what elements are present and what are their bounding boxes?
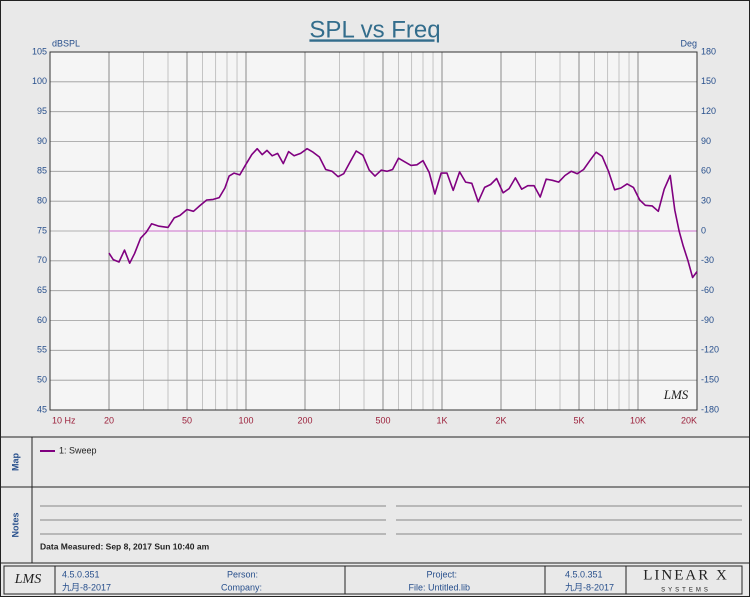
y2-tick-label: 30: [701, 196, 711, 206]
company: Company:: [221, 582, 262, 592]
watermark: LMS: [663, 387, 689, 402]
y-tick-label: 60: [37, 315, 47, 325]
y2-axis-label: Deg: [680, 38, 697, 48]
brand-sub: SYSTEMS: [661, 588, 711, 594]
y-tick-label: 55: [37, 345, 47, 355]
x-tick-label: 20K: [681, 415, 697, 425]
x-tick-label: 1K: [436, 415, 447, 425]
x-tick-label: 5K: [573, 415, 584, 425]
notes-label: Notes: [10, 512, 20, 537]
y-tick-label: 105: [32, 46, 47, 56]
data-line: [108, 147, 698, 279]
map-label: Map: [10, 452, 20, 471]
x-tick-label: 50: [182, 415, 192, 425]
y-axis-label: dBSPL: [52, 38, 80, 48]
y-tick-label: 85: [37, 166, 47, 176]
version: 4.5.0.351: [62, 569, 100, 579]
y2-tick-label: -180: [701, 404, 719, 414]
x-tick-label: 20: [104, 415, 114, 425]
x-tick-label: 100: [238, 415, 253, 425]
y2-tick-label: 0: [701, 225, 706, 235]
legend-entry: 1: Sweep: [59, 445, 97, 455]
note-lines: [40, 505, 742, 535]
measured-date: Data Measured: Sep 8, 2017 Sun 10:40 am: [40, 541, 210, 551]
y2-tick-label: 180: [701, 46, 716, 56]
version: 4.5.0.351: [565, 569, 603, 579]
x-tick-label: 500: [375, 415, 390, 425]
date: 九月-8-2017: [62, 582, 111, 592]
y2-tick-label: 60: [701, 166, 711, 176]
y-tick-label: 50: [37, 375, 47, 385]
y-tick-label: 45: [37, 404, 47, 414]
x-tick-label: 10 Hz: [52, 415, 76, 425]
y-tick-label: 95: [37, 106, 47, 116]
date: 九月-8-2017: [565, 582, 614, 592]
x-tick-label: 2K: [495, 415, 506, 425]
y2-tick-label: -90: [701, 315, 714, 325]
footer: [3, 565, 743, 595]
y-tick-label: 65: [37, 285, 47, 295]
y2-tick-label: -30: [701, 255, 714, 265]
y-tick-label: 80: [37, 196, 47, 206]
y-tick-label: 70: [37, 255, 47, 265]
y2-tick-label: 90: [701, 136, 711, 146]
footer-logo: LMS: [14, 572, 41, 587]
y-tick-label: 75: [37, 225, 47, 235]
plot: [49, 51, 698, 411]
brand: LINEAR X: [643, 567, 729, 583]
y2-tick-label: 120: [701, 106, 716, 116]
person: Person:: [227, 569, 258, 579]
y2-tick-label: -120: [701, 345, 719, 355]
plot-border: [49, 51, 698, 411]
project: Project:: [426, 569, 457, 579]
y-tick-label: 90: [37, 136, 47, 146]
y-tick-label: 100: [32, 76, 47, 86]
chart-title: SPL vs Freq: [309, 16, 440, 43]
y2-tick-label: 150: [701, 76, 716, 86]
y2-tick-label: -150: [701, 375, 719, 385]
file: File: Untitled.lib: [408, 582, 470, 592]
y2-tick-label: -60: [701, 285, 714, 295]
x-tick-label: 10K: [630, 415, 646, 425]
x-tick-label: 200: [297, 415, 312, 425]
